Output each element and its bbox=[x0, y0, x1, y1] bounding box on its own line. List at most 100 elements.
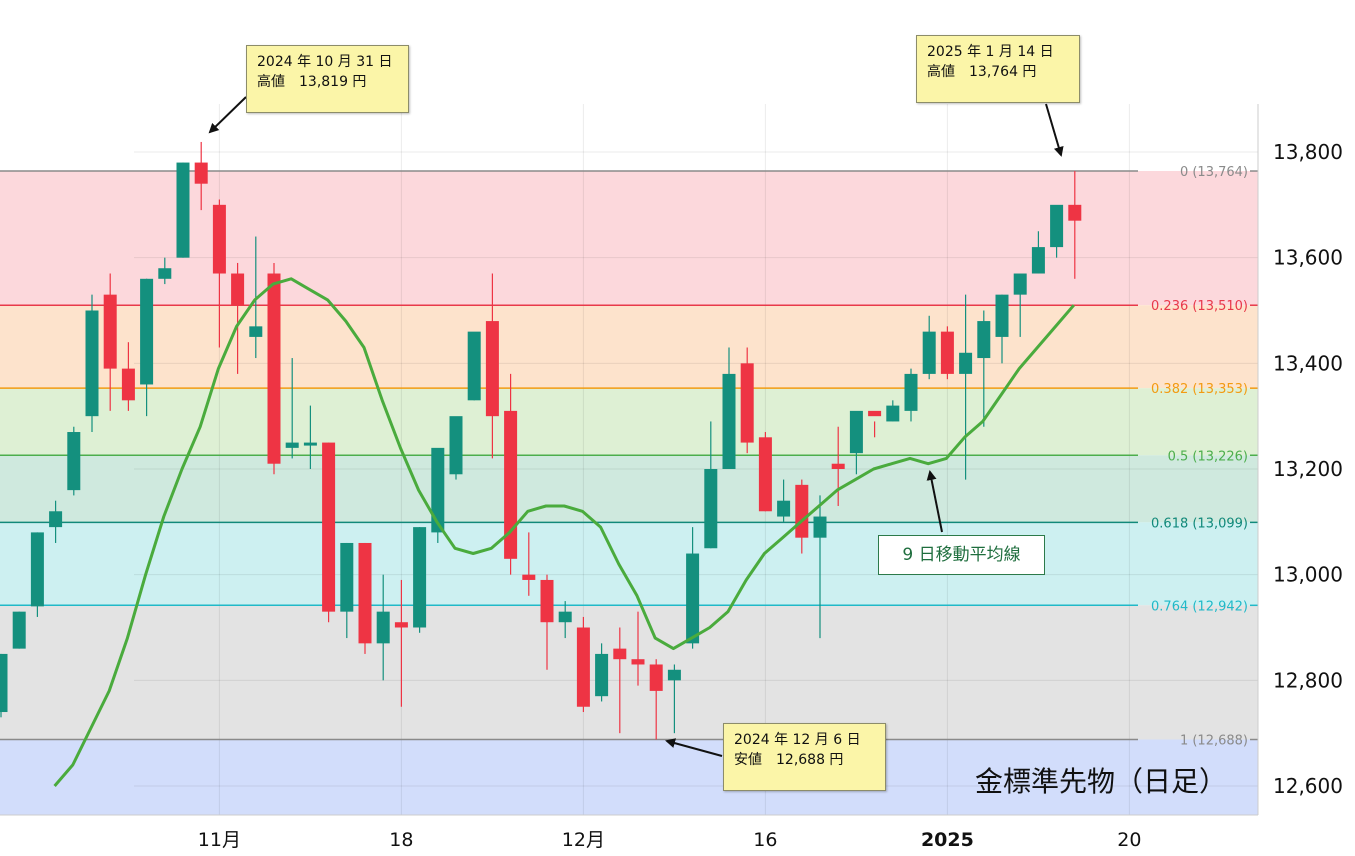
candle-17 bbox=[303, 405, 317, 469]
callout-high-oct31: 2024 年 10 月 31 日 高値 13,819 円 bbox=[246, 45, 409, 113]
candle-19 bbox=[340, 542, 354, 639]
candle-body-21 bbox=[376, 611, 390, 644]
candle-body-30 bbox=[540, 579, 554, 623]
x-tick-label-4: 2025 bbox=[921, 829, 974, 851]
candle-43 bbox=[777, 479, 791, 522]
candle-16 bbox=[285, 358, 299, 459]
x-tick-label-1: 18 bbox=[389, 829, 413, 851]
candle-body-36 bbox=[649, 664, 663, 691]
fib-band-1 bbox=[0, 739, 1258, 815]
fib-label-0.618: 0.618 (13,099) bbox=[1151, 516, 1248, 531]
candle-23 bbox=[413, 527, 427, 633]
x-tick-label-3: 16 bbox=[753, 829, 777, 851]
fib-label-0: 0 (13,764) bbox=[1180, 165, 1248, 180]
candle-body-34 bbox=[613, 648, 627, 660]
candle-body-7 bbox=[121, 368, 135, 401]
arrow-2 bbox=[665, 738, 723, 757]
candle-body-41 bbox=[740, 363, 754, 443]
candle-3 bbox=[49, 500, 63, 543]
candle-body-29 bbox=[522, 574, 536, 580]
fib-band-0.764 bbox=[0, 605, 1258, 740]
callout-high-jan14-value: 高値 13,764 円 bbox=[927, 64, 1037, 80]
candle-body-32 bbox=[576, 627, 590, 707]
candle-6 bbox=[103, 273, 117, 411]
candle-body-52 bbox=[940, 331, 954, 374]
candle-28 bbox=[504, 373, 518, 575]
y-tick-label-3: 13,200 bbox=[1273, 457, 1343, 481]
candle-body-15 bbox=[267, 273, 281, 464]
candle-50 bbox=[904, 368, 918, 422]
ma-line bbox=[53, 277, 1075, 787]
candle-body-42 bbox=[758, 437, 772, 512]
callout-high-oct31-date: 2024 年 10 月 31 日 bbox=[257, 54, 393, 70]
axes: 12,600 12,800 13,000 13,200 13,400 13,600 13,8… bbox=[0, 104, 1343, 851]
candle-body-24 bbox=[431, 447, 445, 533]
candle-body-47 bbox=[849, 410, 863, 454]
y-tick-label-5: 13,600 bbox=[1273, 246, 1343, 270]
candle-2 bbox=[30, 532, 44, 617]
candle-body-14 bbox=[249, 326, 263, 337]
candle-body-20 bbox=[358, 542, 372, 644]
arrow-1 bbox=[1045, 103, 1064, 157]
candle-body-37 bbox=[667, 669, 681, 681]
candle-36 bbox=[649, 659, 663, 740]
annotation-arrows bbox=[208, 96, 1064, 757]
candle-48 bbox=[868, 410, 882, 438]
candle-body-1 bbox=[12, 611, 26, 649]
candle-body-44 bbox=[795, 484, 809, 538]
fib-band-0.382 bbox=[0, 388, 1258, 456]
candle-52 bbox=[940, 326, 954, 380]
candle-29 bbox=[522, 532, 536, 596]
fib-label-0.5: 0.5 (13,226) bbox=[1168, 449, 1248, 464]
fib-label-1: 1 (12,688) bbox=[1180, 734, 1248, 749]
candle-46 bbox=[831, 426, 845, 506]
candle-body-10 bbox=[176, 162, 190, 258]
candle-body-11 bbox=[194, 162, 208, 184]
candle-body-19 bbox=[340, 542, 354, 612]
candle-body-0 bbox=[0, 653, 8, 713]
candle-0 bbox=[0, 653, 8, 718]
candle-31 bbox=[558, 601, 572, 639]
candle-10 bbox=[176, 162, 190, 258]
candle-body-27 bbox=[485, 321, 499, 417]
candle-56 bbox=[1013, 273, 1027, 337]
candle-49 bbox=[886, 400, 900, 422]
candle-7 bbox=[121, 342, 135, 411]
x-tick-label-2: 12月 bbox=[562, 829, 605, 851]
candle-37 bbox=[667, 664, 681, 734]
candle-body-49 bbox=[886, 405, 900, 422]
callout-high-jan14-date: 2025 年 1 月 14 日 bbox=[927, 44, 1054, 60]
candle-21 bbox=[376, 574, 390, 681]
candle-body-48 bbox=[868, 410, 882, 417]
candle-body-22 bbox=[394, 622, 408, 628]
candle-26 bbox=[467, 331, 481, 401]
candle-59 bbox=[1068, 171, 1082, 279]
candle-54 bbox=[977, 310, 991, 427]
candle-body-16 bbox=[285, 442, 299, 448]
candle-body-13 bbox=[231, 273, 245, 306]
candle-body-40 bbox=[722, 373, 736, 469]
candle-58 bbox=[1050, 204, 1064, 258]
candle-8 bbox=[140, 278, 154, 417]
candle-24 bbox=[431, 447, 445, 543]
candle-41 bbox=[740, 347, 754, 454]
candle-body-18 bbox=[322, 442, 336, 612]
candle-body-3 bbox=[49, 511, 63, 528]
callout-high-jan14: 2025 年 1 月 14 日 高値 13,764 円 bbox=[916, 35, 1080, 103]
candle-4 bbox=[67, 426, 81, 496]
candle-body-33 bbox=[595, 653, 609, 697]
candle-body-5 bbox=[85, 310, 99, 417]
candle-body-57 bbox=[1031, 247, 1045, 274]
candle-body-55 bbox=[995, 294, 1009, 337]
candle-body-12 bbox=[212, 204, 226, 274]
y-tick-label-0: 12,600 bbox=[1273, 774, 1343, 798]
candle-25 bbox=[449, 416, 463, 480]
candle-42 bbox=[758, 432, 772, 512]
moving-average-label: 9 日移動平均線 bbox=[878, 535, 1045, 575]
candle-35 bbox=[631, 611, 645, 686]
candle-30 bbox=[540, 574, 554, 670]
fibonacci-lines: 0 (13,764) 0.236 (13,510) 0.382 (13,353) 0.… bbox=[0, 165, 1258, 749]
candle-body-53 bbox=[959, 352, 973, 374]
candle-body-38 bbox=[686, 553, 700, 644]
